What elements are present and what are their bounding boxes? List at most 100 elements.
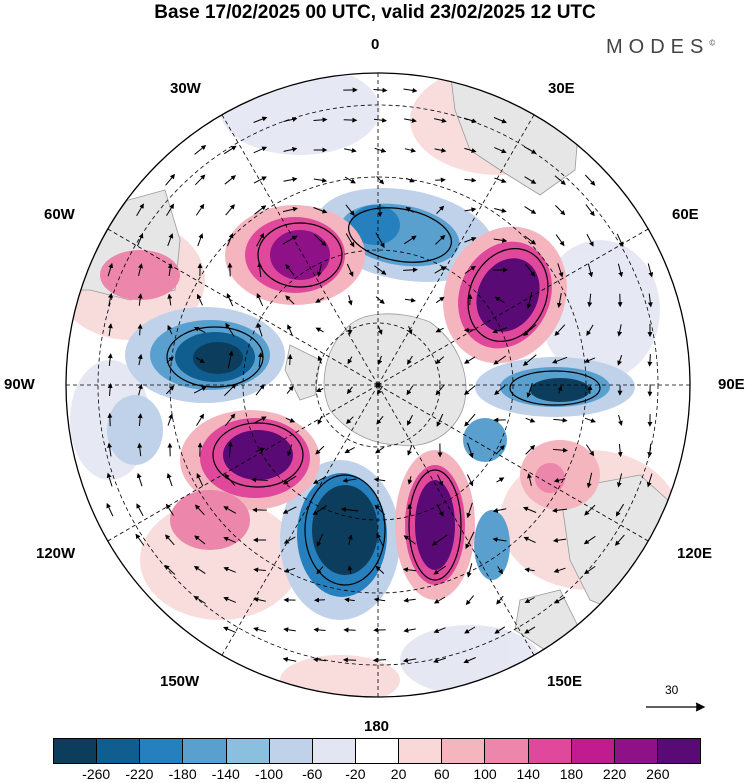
wind-vector xyxy=(526,291,533,309)
colorbar-tick-label: 220 xyxy=(602,766,627,782)
wind-vector xyxy=(433,657,447,664)
contour-line xyxy=(166,326,264,388)
wind-vector xyxy=(344,597,355,603)
latitude-circle xyxy=(169,176,587,594)
wind-vector xyxy=(137,233,144,247)
antarctic-peninsula xyxy=(284,344,321,401)
wind-vector xyxy=(374,265,387,275)
wind-vector xyxy=(312,505,327,515)
wind-vector xyxy=(164,564,176,575)
meridian-line xyxy=(377,114,535,386)
wind-vector xyxy=(467,442,474,459)
wind-vector xyxy=(196,472,204,487)
wind-vector xyxy=(223,626,237,634)
colorbar-tick-label: -260 xyxy=(82,766,111,782)
wind-vector xyxy=(403,597,416,603)
wind-vector xyxy=(436,413,444,427)
colorbar-labels: -260 -220 -180 -140 -100 -60 -20 20 60 100 140 180 2… xyxy=(53,766,701,782)
colorbar-box xyxy=(54,739,98,763)
antarctica-landmass xyxy=(323,313,467,447)
wind-vector xyxy=(497,566,503,575)
positive-anomaly-core xyxy=(223,430,293,480)
wind-vector xyxy=(377,355,383,366)
wind-vector xyxy=(464,385,476,396)
wind-vector xyxy=(253,597,266,603)
wind-vector xyxy=(407,414,413,426)
wind-vector xyxy=(346,386,353,395)
wind-vector xyxy=(347,565,353,574)
wind-vector xyxy=(282,235,298,245)
wind-vector xyxy=(557,263,564,278)
wind-vector xyxy=(465,531,475,549)
wind-vector xyxy=(464,177,477,183)
wind-vector xyxy=(225,204,235,216)
wind-vector xyxy=(312,657,327,663)
lon-label-150w: 150W xyxy=(160,673,200,690)
wind-vector xyxy=(165,173,176,186)
wind-vector xyxy=(586,233,594,247)
contour-line xyxy=(304,474,386,586)
map-disk-content xyxy=(66,73,690,697)
wind-vector xyxy=(435,234,446,245)
wind-vector xyxy=(257,352,263,367)
colorbar-tick-label: -60 xyxy=(302,766,323,782)
wind-vector xyxy=(435,296,445,304)
wind-vector xyxy=(494,147,507,154)
wind-vector xyxy=(283,627,296,633)
wind-vector xyxy=(342,477,357,483)
wind-vector xyxy=(647,354,653,367)
wind-vector xyxy=(403,627,416,633)
wind-vector xyxy=(346,263,354,277)
anomaly-cells-layer xyxy=(100,188,635,620)
wind-vector xyxy=(194,174,206,186)
wind-vector xyxy=(524,597,535,603)
brand-mark: © xyxy=(709,38,716,48)
negative-anomaly-core xyxy=(312,485,378,575)
wind-vector xyxy=(492,327,507,334)
wind-vector xyxy=(345,233,355,248)
wind-vector xyxy=(554,175,566,185)
lon-label-120w: 120W xyxy=(36,545,76,562)
wind-vector xyxy=(138,263,143,277)
wind-vector xyxy=(431,534,448,546)
wind-vector xyxy=(464,236,477,243)
lon-label-60e: 60E xyxy=(672,206,699,223)
wind-vector xyxy=(223,566,236,573)
wind-vector xyxy=(223,506,237,514)
wind-vector xyxy=(253,416,267,424)
brand-logo: MODES© xyxy=(606,36,715,59)
negative-anomaly-cell xyxy=(474,510,510,580)
wind-vector xyxy=(193,565,206,575)
wind-vector xyxy=(344,176,356,184)
lon-label-120e: 120E xyxy=(677,545,713,562)
wind-vector xyxy=(257,262,263,278)
wind-vector xyxy=(254,205,267,215)
wind-vector xyxy=(403,235,417,245)
wind-vector xyxy=(522,506,537,513)
colorbar-box xyxy=(657,739,701,763)
wind-vector xyxy=(551,356,568,364)
wind-vector xyxy=(347,356,353,365)
colorbar-box xyxy=(614,739,658,763)
wind-vector xyxy=(527,473,532,487)
wind-vector xyxy=(495,444,505,455)
wind-vector xyxy=(136,503,144,517)
wind-vector xyxy=(136,472,143,487)
wind-vector xyxy=(404,147,417,153)
colorbar-box xyxy=(442,739,486,763)
wind-vector-layer xyxy=(106,87,654,664)
wind-vector xyxy=(617,443,623,458)
wind-vector xyxy=(375,296,385,305)
wind-vector xyxy=(436,205,445,215)
wind-vector xyxy=(224,383,237,396)
wind-vector xyxy=(614,534,625,546)
wind-vector xyxy=(167,263,173,276)
contour-line xyxy=(408,469,462,581)
wind-vector xyxy=(433,627,446,634)
wind-vector xyxy=(523,536,536,544)
wind-vector xyxy=(466,563,473,578)
wind-vector xyxy=(227,350,234,369)
wind-vector xyxy=(313,234,327,247)
wind-vector xyxy=(494,296,505,304)
wind-vector xyxy=(552,537,567,543)
